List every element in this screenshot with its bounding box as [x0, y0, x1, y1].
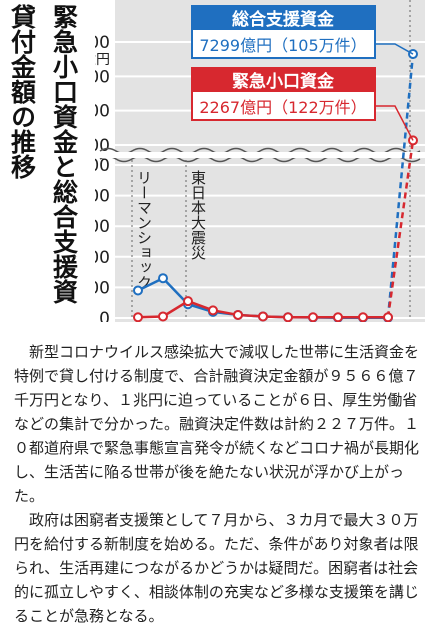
point: [258, 311, 268, 322]
paragraph: 政府は困窮者支援策として７月から、３カ月で最大３０万円を給付する新制度を始める。…: [14, 511, 419, 625]
point: [358, 312, 368, 322]
chart-title: 緊急小口資金と総合支援資: [50, 4, 80, 304]
y-tick-label: 0: [99, 309, 110, 322]
point: [333, 312, 343, 322]
value-label: 2267億円（122万件）: [199, 98, 366, 117]
paragraph: 新型コロナウイルス感染拡大で減収した世帯に生活資金を特例で貸し付ける制度で、合計…: [14, 343, 420, 505]
point: [158, 311, 168, 322]
axis-break-gap: [100, 152, 425, 158]
title-background: [0, 0, 95, 322]
chart: 020040060080010002000400060008000億円リーマンシ…: [0, 0, 425, 322]
point: [158, 273, 168, 284]
point: [233, 309, 243, 320]
point: [283, 312, 293, 322]
chart-title: 貸付金額の推移: [8, 3, 38, 180]
legend-label: 緊急小口資金: [232, 71, 335, 92]
point: [183, 296, 193, 307]
annotation: リーマンショック: [135, 170, 153, 290]
callout-header: [192, 68, 375, 92]
callout-leader: [375, 105, 414, 141]
point: [133, 285, 143, 296]
point: [383, 312, 393, 322]
legend-label: 総合支援資金: [232, 9, 335, 30]
point: [133, 312, 143, 322]
article: 新型コロナウイルス感染拡大で減収した世帯に生活資金を特例で貸し付ける制度で、合計…: [14, 340, 432, 628]
point: [308, 312, 318, 322]
point: [208, 305, 218, 316]
annotation: 東日本大震災: [189, 170, 207, 260]
series-dashed-segment: [386, 53, 415, 318]
value-label: 7299億円（105万件）: [199, 36, 366, 55]
callout-header: [192, 6, 375, 30]
callout-leader: [375, 43, 414, 55]
